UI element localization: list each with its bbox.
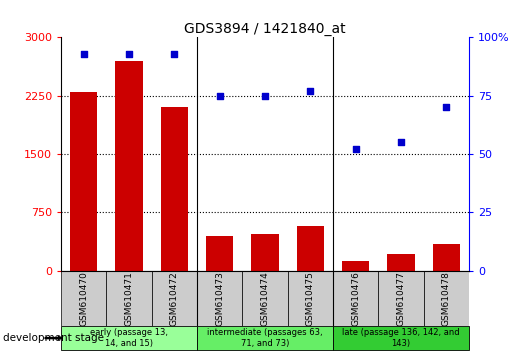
Bar xyxy=(288,271,333,326)
Text: GSM610475: GSM610475 xyxy=(306,271,315,326)
Point xyxy=(80,51,88,56)
Bar xyxy=(333,271,378,326)
Bar xyxy=(251,234,279,271)
Bar xyxy=(197,271,242,326)
Point xyxy=(442,104,450,110)
Bar xyxy=(61,271,107,326)
Bar xyxy=(61,326,197,350)
Text: intermediate (passages 63,
71, and 73): intermediate (passages 63, 71, and 73) xyxy=(207,329,323,348)
Text: GSM610474: GSM610474 xyxy=(261,271,269,326)
Text: GSM610473: GSM610473 xyxy=(215,271,224,326)
Point xyxy=(397,139,405,145)
Text: early (passage 13,
14, and 15): early (passage 13, 14, and 15) xyxy=(90,329,168,348)
Text: GSM610470: GSM610470 xyxy=(79,271,88,326)
Bar xyxy=(161,107,188,271)
Point xyxy=(351,147,360,152)
Bar xyxy=(152,271,197,326)
Text: GSM610477: GSM610477 xyxy=(396,271,405,326)
Point xyxy=(261,93,269,98)
Bar xyxy=(116,61,143,271)
Bar xyxy=(423,271,469,326)
Point xyxy=(125,51,133,56)
Text: GSM610471: GSM610471 xyxy=(125,271,134,326)
Bar xyxy=(197,326,333,350)
Bar xyxy=(378,271,423,326)
Text: GSM610472: GSM610472 xyxy=(170,271,179,326)
Point xyxy=(215,93,224,98)
Bar xyxy=(70,92,97,271)
Bar xyxy=(433,244,460,271)
Bar xyxy=(107,271,152,326)
Bar xyxy=(297,227,324,271)
Bar xyxy=(342,261,369,271)
Text: late (passage 136, 142, and
143): late (passage 136, 142, and 143) xyxy=(342,329,460,348)
Bar xyxy=(387,254,414,271)
Text: GSM610478: GSM610478 xyxy=(442,271,451,326)
Point xyxy=(170,51,179,56)
Point xyxy=(306,88,315,94)
Text: development stage: development stage xyxy=(3,333,104,343)
Bar xyxy=(242,271,288,326)
Bar xyxy=(206,236,233,271)
Text: GSM610476: GSM610476 xyxy=(351,271,360,326)
Bar xyxy=(333,326,469,350)
Title: GDS3894 / 1421840_at: GDS3894 / 1421840_at xyxy=(184,22,346,36)
